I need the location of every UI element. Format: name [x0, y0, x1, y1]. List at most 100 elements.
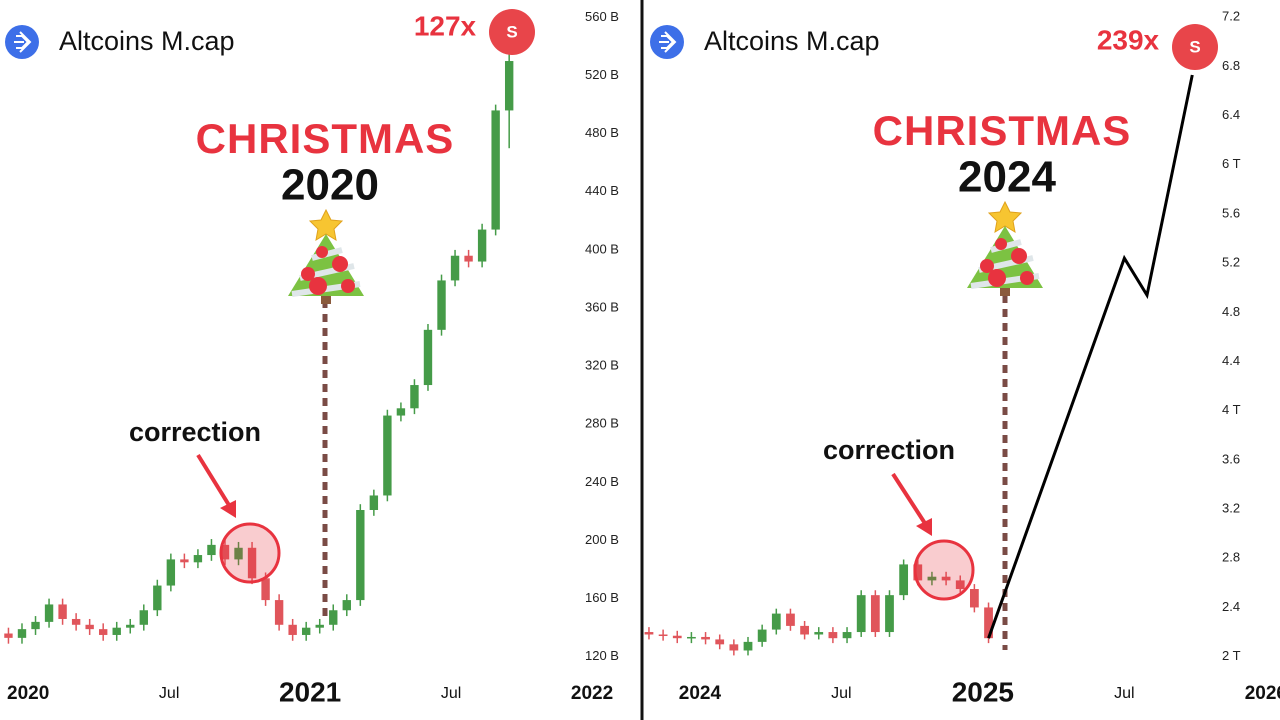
candle-body [112, 627, 121, 635]
candle-body [410, 385, 419, 409]
chart-panel: Altcoins M.cap 560 B 520 B 480 B 440 B 400 B 3… [4, 9, 619, 707]
candle-body [856, 595, 866, 633]
chart-title: Altcoins M.cap [59, 26, 235, 56]
correction-note: correction [823, 435, 955, 465]
candle-body [464, 255, 473, 262]
candle-body [644, 632, 654, 635]
multiple-label: 239x [1097, 24, 1160, 55]
tree-trunk [1000, 288, 1010, 296]
tree-ornament [332, 256, 348, 272]
candle-body [771, 613, 781, 630]
candle-body [842, 632, 852, 639]
candle-body [31, 621, 40, 630]
y-tick-label: 280 B [585, 416, 619, 431]
candle-body [58, 604, 67, 619]
y-tick-label: 5.6 [1222, 205, 1240, 220]
chart-panel: Altcoins M.cap 7.2 6.8 6.4 6 T 5.6 5.2 4.8 4.4 4 … [644, 9, 1280, 707]
candle-body [383, 415, 392, 496]
candle-body [715, 639, 725, 645]
candle-body [329, 610, 338, 625]
candle-body [687, 636, 696, 639]
candle-body [166, 559, 176, 586]
y-tick-label: 3.6 [1222, 451, 1240, 466]
candle-body [98, 629, 108, 635]
x-tick-label: 2022 [571, 683, 613, 704]
y-tick-label: 480 B [585, 125, 619, 140]
candle-body [180, 559, 189, 563]
candle-body [288, 624, 297, 635]
candle-body [356, 510, 365, 601]
badge [1172, 24, 1218, 70]
candle-body [913, 564, 923, 581]
candle-body [342, 600, 351, 611]
multiple-label: 127x [414, 10, 477, 41]
logo-icon [659, 31, 677, 53]
candle-body [85, 624, 94, 630]
y-tick-label: 400 B [585, 241, 619, 256]
y-tick-label: 5.2 [1222, 255, 1240, 270]
candle-body [450, 255, 460, 281]
candle-body [274, 600, 284, 625]
candle-body [870, 595, 880, 633]
candle-body [247, 547, 257, 579]
arrow-head [916, 518, 932, 536]
y-tick-label: 360 B [585, 299, 619, 314]
tree-ornament [316, 246, 328, 258]
y-tick-label: 6.8 [1222, 58, 1240, 73]
x-tick-label: 2020 [7, 683, 49, 704]
candle-body [504, 61, 514, 111]
y-tick-label: 160 B [585, 590, 619, 605]
candle-body [234, 547, 243, 560]
tree-ornament [995, 238, 1007, 250]
headline-year: 2020 [281, 161, 379, 210]
headline: CHRISTMAS [196, 115, 455, 162]
candle-body [477, 229, 487, 262]
y-tick-label: 7.2 [1222, 9, 1240, 24]
x-tick-label: 2021 [279, 676, 341, 707]
candle-body [969, 589, 979, 608]
candle-body [207, 544, 216, 556]
y-tick-label: 6.4 [1222, 107, 1240, 122]
candle-body [261, 578, 270, 601]
candle-body [4, 633, 13, 638]
y-tick-label: 2.4 [1222, 599, 1240, 614]
candle-body [729, 644, 739, 651]
candle-body [44, 604, 54, 622]
candle-body [423, 329, 433, 386]
x-tick-label: 2025 [952, 676, 1014, 707]
logo-icon [14, 31, 32, 53]
candle-body [71, 618, 81, 625]
arrow-head [220, 500, 236, 518]
y-tick-label: 320 B [585, 358, 619, 373]
candle-body [139, 610, 148, 625]
tree-ornament [309, 277, 327, 295]
badge-label: S [506, 22, 517, 41]
candle-body [927, 576, 937, 581]
y-tick-label: 4 T [1222, 402, 1241, 417]
y-tick-label: 6 T [1222, 156, 1241, 171]
candle-body [315, 624, 324, 628]
y-tick-label: 2 T [1222, 648, 1241, 663]
tree-ornament [341, 279, 355, 293]
y-tick-label: 2.8 [1222, 550, 1240, 565]
badge-label: S [1189, 37, 1200, 56]
x-tick-label: 2026 [1245, 683, 1280, 704]
tree-ornament [301, 267, 315, 281]
y-tick-label: 200 B [585, 532, 619, 547]
x-tick-label: Jul [1114, 685, 1134, 702]
badge [489, 9, 535, 55]
candle-body [828, 632, 838, 639]
correction-highlight [219, 522, 281, 584]
candle-body [786, 613, 795, 626]
candle-body [301, 627, 311, 635]
candle-body [193, 555, 203, 563]
candle-body [800, 625, 809, 635]
tree-ornament [1011, 248, 1027, 264]
candle-body [396, 408, 406, 416]
candle-body [126, 624, 135, 628]
projection-line [987, 74, 1194, 639]
candle-body [941, 576, 951, 581]
